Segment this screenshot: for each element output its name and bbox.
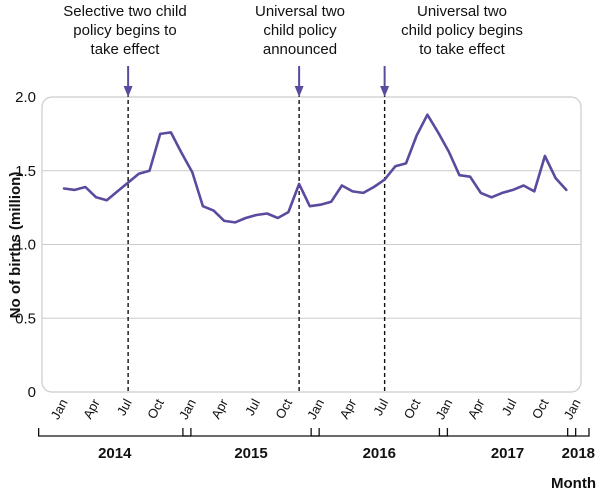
year-bracket: [438, 428, 577, 437]
event-markers: [127, 93, 386, 392]
gridlines: [42, 170, 581, 319]
annotation-text-line: take effect: [91, 41, 161, 58]
annotation-text-line: policy begins to: [73, 22, 176, 39]
year-bracket: [567, 428, 590, 437]
year-brackets: 2014 2015 2016 2017 2018: [38, 428, 595, 462]
x-tick-label: Jan: [432, 396, 455, 422]
y-tick-label: 2.0: [15, 89, 36, 106]
y-tick-label: 1.5: [15, 163, 36, 180]
year-label: 2015: [234, 445, 267, 462]
x-tick-label: Oct: [272, 396, 295, 421]
year-label: 2014: [98, 445, 132, 462]
annotation-text-line: to take effect: [419, 41, 505, 58]
x-tick-label: Oct: [529, 396, 552, 421]
x-axis-ticks: Jan Apr Jul Oct Jan Apr Jul Oct Jan Apr Jul Oct Jan A…: [48, 396, 584, 422]
annotations: Selective two child policy begins to take …: [63, 3, 523, 97]
x-tick-label: Apr: [80, 396, 103, 421]
annotation-text-line: child policy: [263, 22, 337, 39]
x-tick-label: Apr: [337, 396, 360, 421]
event-arrow-head: [380, 86, 390, 97]
year-bracket: [182, 428, 320, 437]
x-tick-label: Apr: [465, 396, 488, 421]
x-tick-label: Jan: [304, 396, 327, 422]
x-tick-label: Oct: [144, 396, 167, 421]
event-arrow-head: [294, 86, 304, 97]
year-bracket: [310, 428, 449, 437]
x-tick-label: Jul: [114, 396, 135, 418]
annotation-text-line: announced: [263, 41, 337, 58]
y-tick-label: 0.5: [15, 310, 36, 327]
series-line-births: [62, 113, 568, 224]
year-label: 2018: [562, 445, 595, 462]
year-bracket: [38, 428, 192, 437]
y-axis-ticks: 0 0.5 1.0 1.5 2.0: [15, 89, 36, 401]
x-tick-label: Jan: [176, 396, 199, 422]
annotation-text-line: child policy begins: [401, 22, 523, 39]
y-axis-title: No of births (million): [7, 172, 24, 319]
annotation-text-line: Universal two: [255, 3, 345, 20]
x-tick-label: Jan: [48, 396, 71, 422]
y-tick-label: 1.0: [15, 237, 36, 254]
x-tick-label: Jul: [498, 396, 519, 418]
year-label: 2017: [491, 445, 524, 462]
x-tick-label: Jul: [242, 396, 263, 418]
annotation-text-line: Selective two child: [63, 3, 186, 20]
plot-frame: [41, 96, 582, 393]
y-tick-label: 0: [28, 384, 36, 401]
x-tick-label: Oct: [401, 396, 424, 421]
x-axis-title: Month: [551, 475, 596, 492]
year-label: 2016: [363, 445, 396, 462]
x-tick-label: Apr: [208, 396, 231, 421]
annotation-text-line: Universal two: [417, 3, 507, 20]
series-layer: [62, 113, 568, 224]
event-arrow-head: [123, 86, 133, 97]
x-tick-label: Jan: [561, 396, 584, 422]
x-tick-label: Jul: [370, 396, 391, 418]
